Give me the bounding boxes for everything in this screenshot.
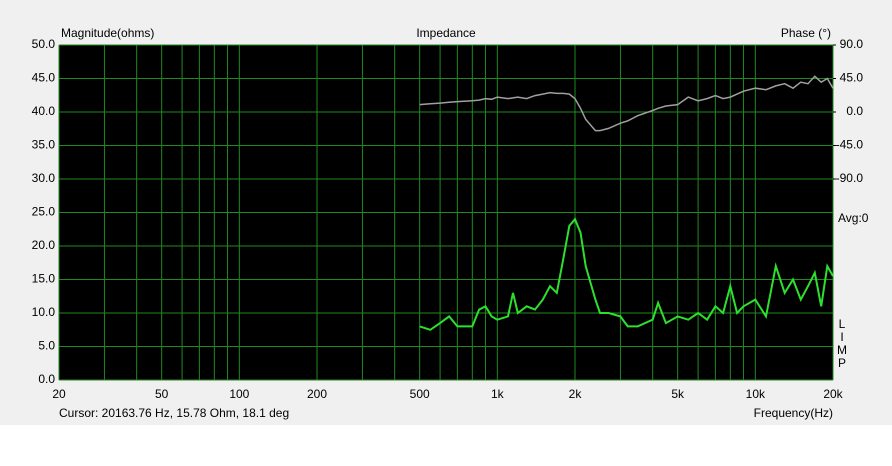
series-line [419, 75, 834, 132]
side-letter: I [840, 330, 843, 344]
y-tick-label: 10.0 [32, 305, 56, 319]
average: Avg:0 [838, 211, 869, 225]
y-tick-label: 0.0 [38, 372, 55, 386]
x-tick-label: 1k [491, 387, 505, 401]
y-tick-label: 5.0 [38, 339, 55, 353]
y-tick-label: 25.0 [32, 205, 56, 219]
x-tick-label: 100 [229, 387, 249, 401]
chart-title: Impedance [416, 26, 476, 40]
x-tick-label: 2k [569, 387, 583, 401]
side-letter: P [838, 356, 846, 370]
x-tick-label: 200 [307, 387, 327, 401]
x-tick-label: 10k [746, 387, 766, 401]
side-letter: L [839, 317, 846, 331]
y-tick-label: 20.0 [32, 238, 56, 252]
series-line [419, 217, 834, 331]
y2-tick-label: -90.0 [836, 171, 864, 185]
x-tick-label: 20k [823, 387, 843, 401]
y2-tick-label: 90.0 [840, 37, 864, 51]
y2-tick-label: 45.0 [840, 71, 864, 85]
y-tick-label: 35.0 [32, 138, 56, 152]
y-tick-label: 40.0 [32, 104, 56, 118]
y2-tick-label: -45.0 [836, 138, 864, 152]
x-tick-label: 20 [52, 387, 66, 401]
x-tick-label: 50 [155, 387, 169, 401]
y2-axis-label: Phase (°) [781, 26, 831, 40]
y-tick-label: 45.0 [32, 71, 56, 85]
y2-tick-label: 0.0 [846, 104, 863, 118]
x-axis-label: Frequency(Hz) [754, 406, 833, 420]
y-axis-label: Magnitude(ohms) [61, 26, 154, 40]
y-tick-label: 30.0 [32, 171, 56, 185]
x-tick-label: 5k [671, 387, 685, 401]
cursor-readout: Cursor: 20163.76 Hz, 15.78 Ohm, 18.1 deg [59, 406, 289, 420]
y-tick-label: 15.0 [32, 272, 56, 286]
side-letter: M [837, 343, 847, 357]
x-tick-label: 500 [410, 387, 430, 401]
y-tick-label: 50.0 [32, 37, 56, 51]
